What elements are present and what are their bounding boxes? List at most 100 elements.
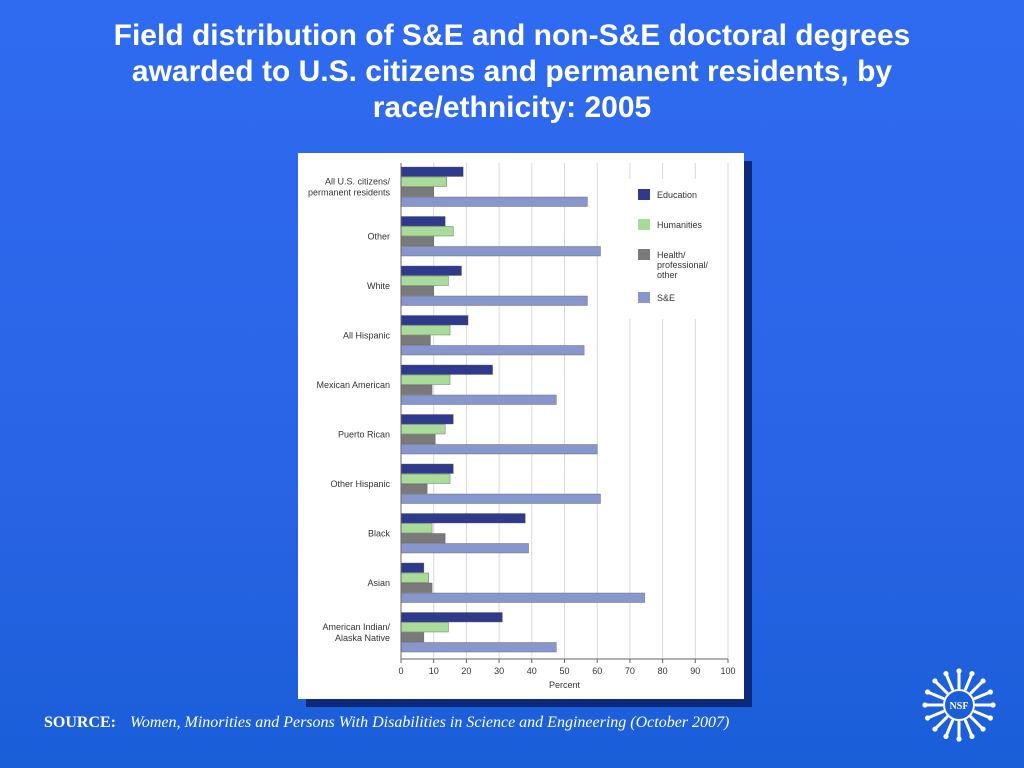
bar bbox=[400, 176, 447, 187]
bar bbox=[400, 632, 425, 643]
bar bbox=[400, 335, 431, 346]
logo-ray bbox=[964, 719, 974, 737]
bar bbox=[400, 444, 598, 455]
bar bbox=[400, 166, 464, 177]
logo-ray-tip bbox=[987, 715, 994, 721]
bar bbox=[400, 196, 588, 207]
bar bbox=[400, 572, 429, 583]
logo-ray-tip bbox=[924, 715, 931, 721]
bar bbox=[400, 186, 434, 197]
bar bbox=[400, 285, 434, 296]
legend-swatch bbox=[638, 292, 650, 303]
source-label: SOURCE: bbox=[44, 714, 117, 731]
legend-swatch bbox=[638, 249, 650, 260]
logo-ray-tip bbox=[990, 702, 996, 708]
category-label: Asian bbox=[367, 578, 390, 588]
x-tick-label: 20 bbox=[461, 666, 471, 676]
bar bbox=[400, 325, 451, 336]
x-tick-label: 70 bbox=[625, 666, 635, 676]
bar bbox=[400, 434, 436, 445]
legend-label: S&E bbox=[657, 293, 675, 303]
logo-ray bbox=[934, 680, 949, 695]
x-tick-label: 90 bbox=[690, 666, 700, 676]
logo-ray-tip bbox=[969, 733, 975, 740]
bar bbox=[400, 612, 503, 623]
category-label: White bbox=[367, 281, 390, 291]
logo-ray bbox=[927, 710, 945, 720]
logo-ray bbox=[927, 690, 945, 700]
category-label: Other Hispanic bbox=[330, 479, 390, 489]
category-label: All U.S. citizens/permanent residents bbox=[308, 177, 391, 198]
logo-ray-tip bbox=[943, 670, 949, 677]
logo-ray bbox=[973, 710, 991, 720]
bar bbox=[400, 345, 585, 356]
legend-label: Humanities bbox=[657, 220, 703, 230]
logo-ray-tip bbox=[924, 689, 931, 695]
bar bbox=[400, 236, 434, 247]
logo-ray-tip bbox=[943, 733, 949, 740]
x-tick-label: 80 bbox=[658, 666, 668, 676]
chart-panel: Education Humanities Health/professional/o… bbox=[298, 153, 744, 699]
bar-chart: Education Humanities Health/professional/o… bbox=[308, 163, 736, 690]
logo-ray-tip bbox=[987, 689, 994, 695]
logo-ray bbox=[944, 673, 954, 691]
source-line: SOURCE: Women, Minorities and Persons Wit… bbox=[44, 714, 944, 732]
category-label: Puerto Rican bbox=[338, 430, 390, 440]
bar bbox=[400, 424, 446, 435]
bar bbox=[400, 216, 446, 227]
logo-ray-tip bbox=[980, 726, 986, 732]
category-label: All Hispanic bbox=[343, 331, 391, 341]
logo-ray-tip bbox=[956, 668, 962, 674]
category-label: Black bbox=[368, 529, 391, 539]
bar bbox=[400, 642, 557, 653]
bar bbox=[400, 562, 425, 573]
logo-ray bbox=[964, 673, 974, 691]
x-tick-label: 40 bbox=[527, 666, 537, 676]
legend-label: Education bbox=[657, 190, 697, 200]
bar bbox=[400, 275, 449, 286]
nsf-logo: NSF bbox=[922, 668, 996, 742]
logo-ray-tip bbox=[932, 726, 938, 732]
x-tick-label: 10 bbox=[429, 666, 439, 676]
bar bbox=[400, 473, 451, 484]
logo-ray bbox=[973, 690, 991, 700]
bar bbox=[400, 384, 433, 395]
slide-title: Field distribution of S&E and non-S&E do… bbox=[113, 19, 911, 124]
logo-ray-tip bbox=[922, 702, 928, 708]
x-tick-label: 100 bbox=[720, 666, 735, 676]
bar bbox=[400, 543, 529, 554]
x-tick-label: 30 bbox=[494, 666, 504, 676]
legend-label: Health/professional/other bbox=[657, 250, 709, 280]
bar bbox=[400, 582, 433, 593]
legend-swatch bbox=[638, 189, 650, 200]
bar bbox=[400, 374, 451, 385]
source-citation: Women, Minorities and Persons With Disab… bbox=[130, 714, 730, 731]
logo-ray bbox=[969, 680, 984, 695]
legend-swatch bbox=[638, 219, 650, 230]
bar bbox=[400, 533, 446, 544]
logo-text: NSF bbox=[950, 701, 969, 712]
x-tick-label: 50 bbox=[559, 666, 569, 676]
bar bbox=[400, 226, 454, 237]
logo-ray-tip bbox=[932, 678, 938, 684]
bar bbox=[400, 364, 493, 375]
bar bbox=[400, 315, 469, 326]
bar bbox=[400, 622, 449, 633]
logo-ray-tip bbox=[956, 736, 962, 742]
logo-ray-tip bbox=[969, 670, 975, 677]
bar bbox=[400, 246, 601, 257]
bar bbox=[400, 394, 557, 405]
bar bbox=[400, 513, 526, 524]
bar bbox=[400, 493, 601, 504]
category-label: Mexican American bbox=[316, 380, 390, 390]
logo-ray bbox=[934, 715, 949, 730]
logo-ray-tip bbox=[980, 678, 986, 684]
bar bbox=[400, 295, 588, 306]
logo-ray bbox=[969, 715, 984, 730]
x-tick-label: 0 bbox=[398, 666, 403, 676]
x-axis-label: Percent bbox=[549, 680, 581, 690]
bar bbox=[400, 414, 454, 425]
category-label: Other bbox=[367, 232, 390, 242]
bar bbox=[400, 592, 645, 603]
bar bbox=[400, 463, 454, 474]
